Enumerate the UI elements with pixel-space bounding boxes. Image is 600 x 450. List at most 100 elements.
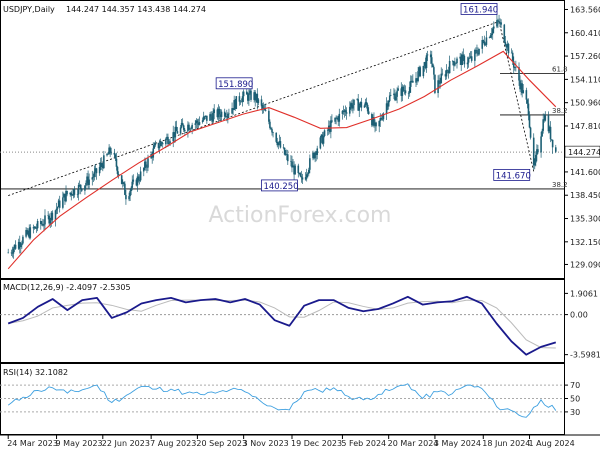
price-candle-body [20,245,22,248]
price-candle-body [521,83,523,94]
price-candle-body [183,129,186,132]
price-candle-body [117,173,120,176]
symbol-title: USDJPY,Daily [3,5,55,14]
price-candle-body [519,80,521,90]
price-candle-body [7,252,10,254]
price-candle-body [365,102,368,105]
fib-level-label: 38.2 [552,107,568,115]
price-candle-body [357,99,360,111]
price-candle-body [470,56,473,61]
price-candle-body [454,63,456,66]
price-candle-body [166,136,168,139]
price-candle-body [269,121,271,128]
price-candle-body [415,78,417,83]
price-candle-body [145,161,147,168]
price-candle-body [195,120,198,124]
price-candle-body [56,207,59,209]
price-candle-body [483,41,486,45]
price-candle-body [39,220,42,225]
price-candle-body [278,141,281,143]
price-candle-body [151,154,153,158]
price-candle-body [360,102,363,108]
price-candle-body [444,74,447,77]
price-candle-body [380,118,383,120]
price-candle-body [314,152,316,159]
price-candle-body [373,117,375,126]
price-candle-body [542,119,544,131]
price-candle-body [478,48,480,55]
price-candle-body [276,141,279,146]
price-candle-body [241,96,244,102]
price-candle-body [174,126,177,138]
price-candle-body [233,100,235,111]
price-candle-body [275,132,278,142]
price-candle-body [240,101,243,103]
price-candle-body [179,127,182,134]
price-candle-body [189,128,191,130]
price-candle-body [261,105,264,109]
price-candle-body [80,188,83,191]
price-candle-body [304,177,307,180]
price-candle-body [58,200,61,208]
price-candle-body [72,189,75,196]
price-candle-body [284,154,287,155]
price-candle-body [285,154,288,155]
price-candle-body [113,152,116,155]
price-candle-body [42,223,44,226]
current-price-box [564,145,600,158]
price-candle-body [551,139,554,148]
price-candle-body [228,113,230,115]
price-candle-body [135,179,138,186]
price-candle-body [292,165,294,168]
time-tick-label: 22 Jun 2023 [102,439,150,448]
price-candle-body [191,124,193,129]
price-candle-body [123,182,125,184]
price-candle-body [434,74,436,94]
price-candle-body [180,122,183,128]
price-candle-body [379,118,382,121]
price-candle-body [204,115,207,117]
price-candle-body [78,184,81,186]
price-candle-body [121,182,124,184]
price-candle-body [468,57,471,59]
price-candle-body [416,78,418,82]
price-candle-body [210,114,212,117]
price-candle-body [18,241,21,248]
price-candle-body [47,215,49,216]
price-candle-body [11,252,14,254]
price-candle-body [511,52,514,62]
price-candle-body [396,90,398,97]
price-candle-body [291,161,293,168]
time-tick-label: 18 Jun 2024 [482,439,530,448]
price-candle-body [438,80,440,84]
price-candle-body [235,96,238,109]
price-candle-body [22,236,24,244]
price-candle-body [50,212,53,221]
price-tick-label: 154.110 [570,75,600,84]
price-candle-body [527,103,530,116]
price-candle-body [499,22,501,23]
price-annotation-box [493,168,531,181]
price-candle-body [506,43,509,48]
macd-tick-label: -3.5981 [570,351,600,360]
price-candle-body [146,167,148,168]
price-candle-body [176,131,179,134]
price-candle-body [35,228,38,229]
price-candle-body [32,227,35,229]
price-candle-body [206,115,208,121]
price-candle-body [424,62,427,69]
price-candle-body [408,86,411,93]
rsi-tick-label: 70 [570,381,580,390]
price-candle-body [505,45,508,48]
price-candle-body [175,126,178,132]
price-candle-body [387,100,390,107]
price-candle-body [253,92,255,100]
price-candle-body [106,154,108,156]
price-candle-body [48,215,50,224]
price-annotation-box [261,179,298,192]
pane-frame-1 [0,279,565,363]
price-candle-body [49,220,52,224]
price-candle-body [491,28,494,34]
price-candle-body [497,20,499,22]
price-candle-body [322,136,325,144]
